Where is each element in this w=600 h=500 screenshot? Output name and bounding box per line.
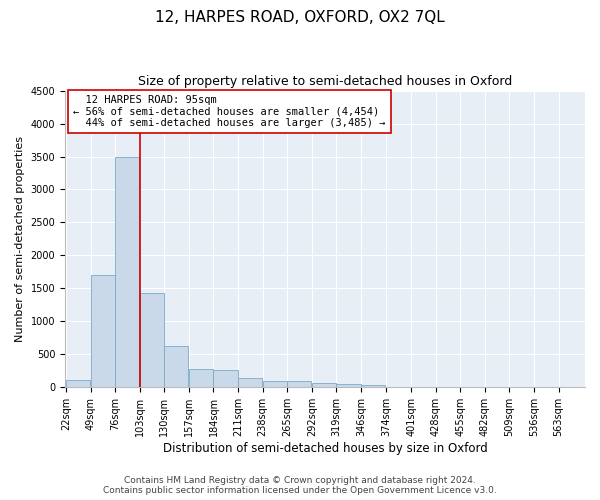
Bar xyxy=(312,383,336,388)
Bar xyxy=(140,293,164,388)
Bar xyxy=(189,369,213,388)
Bar xyxy=(263,381,287,388)
Bar xyxy=(66,380,90,388)
Bar xyxy=(287,382,311,388)
Bar xyxy=(386,386,410,388)
X-axis label: Distribution of semi-detached houses by size in Oxford: Distribution of semi-detached houses by … xyxy=(163,442,487,455)
Bar xyxy=(238,378,262,388)
Text: 12, HARPES ROAD, OXFORD, OX2 7QL: 12, HARPES ROAD, OXFORD, OX2 7QL xyxy=(155,10,445,25)
Bar xyxy=(361,384,385,388)
Bar xyxy=(164,346,188,388)
Bar xyxy=(91,275,115,388)
Title: Size of property relative to semi-detached houses in Oxford: Size of property relative to semi-detach… xyxy=(138,75,512,88)
Text: 12 HARPES ROAD: 95sqm  
← 56% of semi-detached houses are smaller (4,454)
  44% : 12 HARPES ROAD: 95sqm ← 56% of semi-deta… xyxy=(73,95,385,128)
Text: Contains HM Land Registry data © Crown copyright and database right 2024.
Contai: Contains HM Land Registry data © Crown c… xyxy=(103,476,497,495)
Bar xyxy=(337,384,361,388)
Y-axis label: Number of semi-detached properties: Number of semi-detached properties xyxy=(15,136,25,342)
Bar xyxy=(214,370,238,388)
Bar xyxy=(115,156,139,388)
